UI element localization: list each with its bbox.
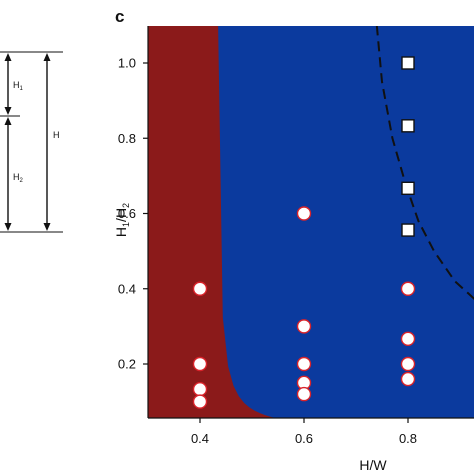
circle-marker [400,371,416,387]
panel-letter: c [115,7,124,26]
h2-arrowhead-top [4,117,12,125]
circle-marker [296,206,312,221]
h1-arrowhead-bottom [4,107,12,115]
schematic: H1 H2 H [0,51,63,233]
h1-arrowhead-top [4,53,12,61]
circle-marker [400,331,416,346]
circle-marker [192,394,208,409]
x-axis-label: H/W [359,457,387,473]
circle-marker [400,281,416,296]
axis-ticks: 0.4 0.6 0.8 0.2 0.4 0.6 0.8 1.0 [118,56,417,447]
circle-marker [296,386,312,402]
x-tick-label: 0.6 [295,431,313,446]
y-tick-label: 0.6 [118,206,136,221]
circle-marker [296,356,312,372]
square-marker [401,181,415,195]
y-tick-label: 0.2 [118,357,136,372]
y-axis-label: H1/H2 [113,203,131,237]
h-arrowhead-bottom [43,223,51,231]
boundary-dashed-line [375,26,474,300]
y-tick-label: 0.8 [118,131,136,146]
circle-marker [296,319,312,334]
h-label: H [53,130,60,140]
square-marker [401,223,415,237]
contour-band-13 [218,26,474,418]
h-arrowhead-top [43,53,51,61]
x-tick-label: 0.8 [399,431,417,446]
y-tick-label: 0.4 [118,281,136,296]
square-marker [401,56,415,70]
y-tick-label: 1.0 [118,56,136,71]
circle-marker [400,356,416,372]
markers [192,56,416,409]
h2-arrowhead-bottom [4,223,12,231]
h2-label: H2 [13,172,24,184]
circle-marker [192,281,208,296]
circle-marker [192,356,208,372]
h1-label: H1 [13,80,24,92]
x-tick-label: 0.4 [191,431,209,446]
square-marker [401,119,415,133]
circle-marker [192,382,208,397]
